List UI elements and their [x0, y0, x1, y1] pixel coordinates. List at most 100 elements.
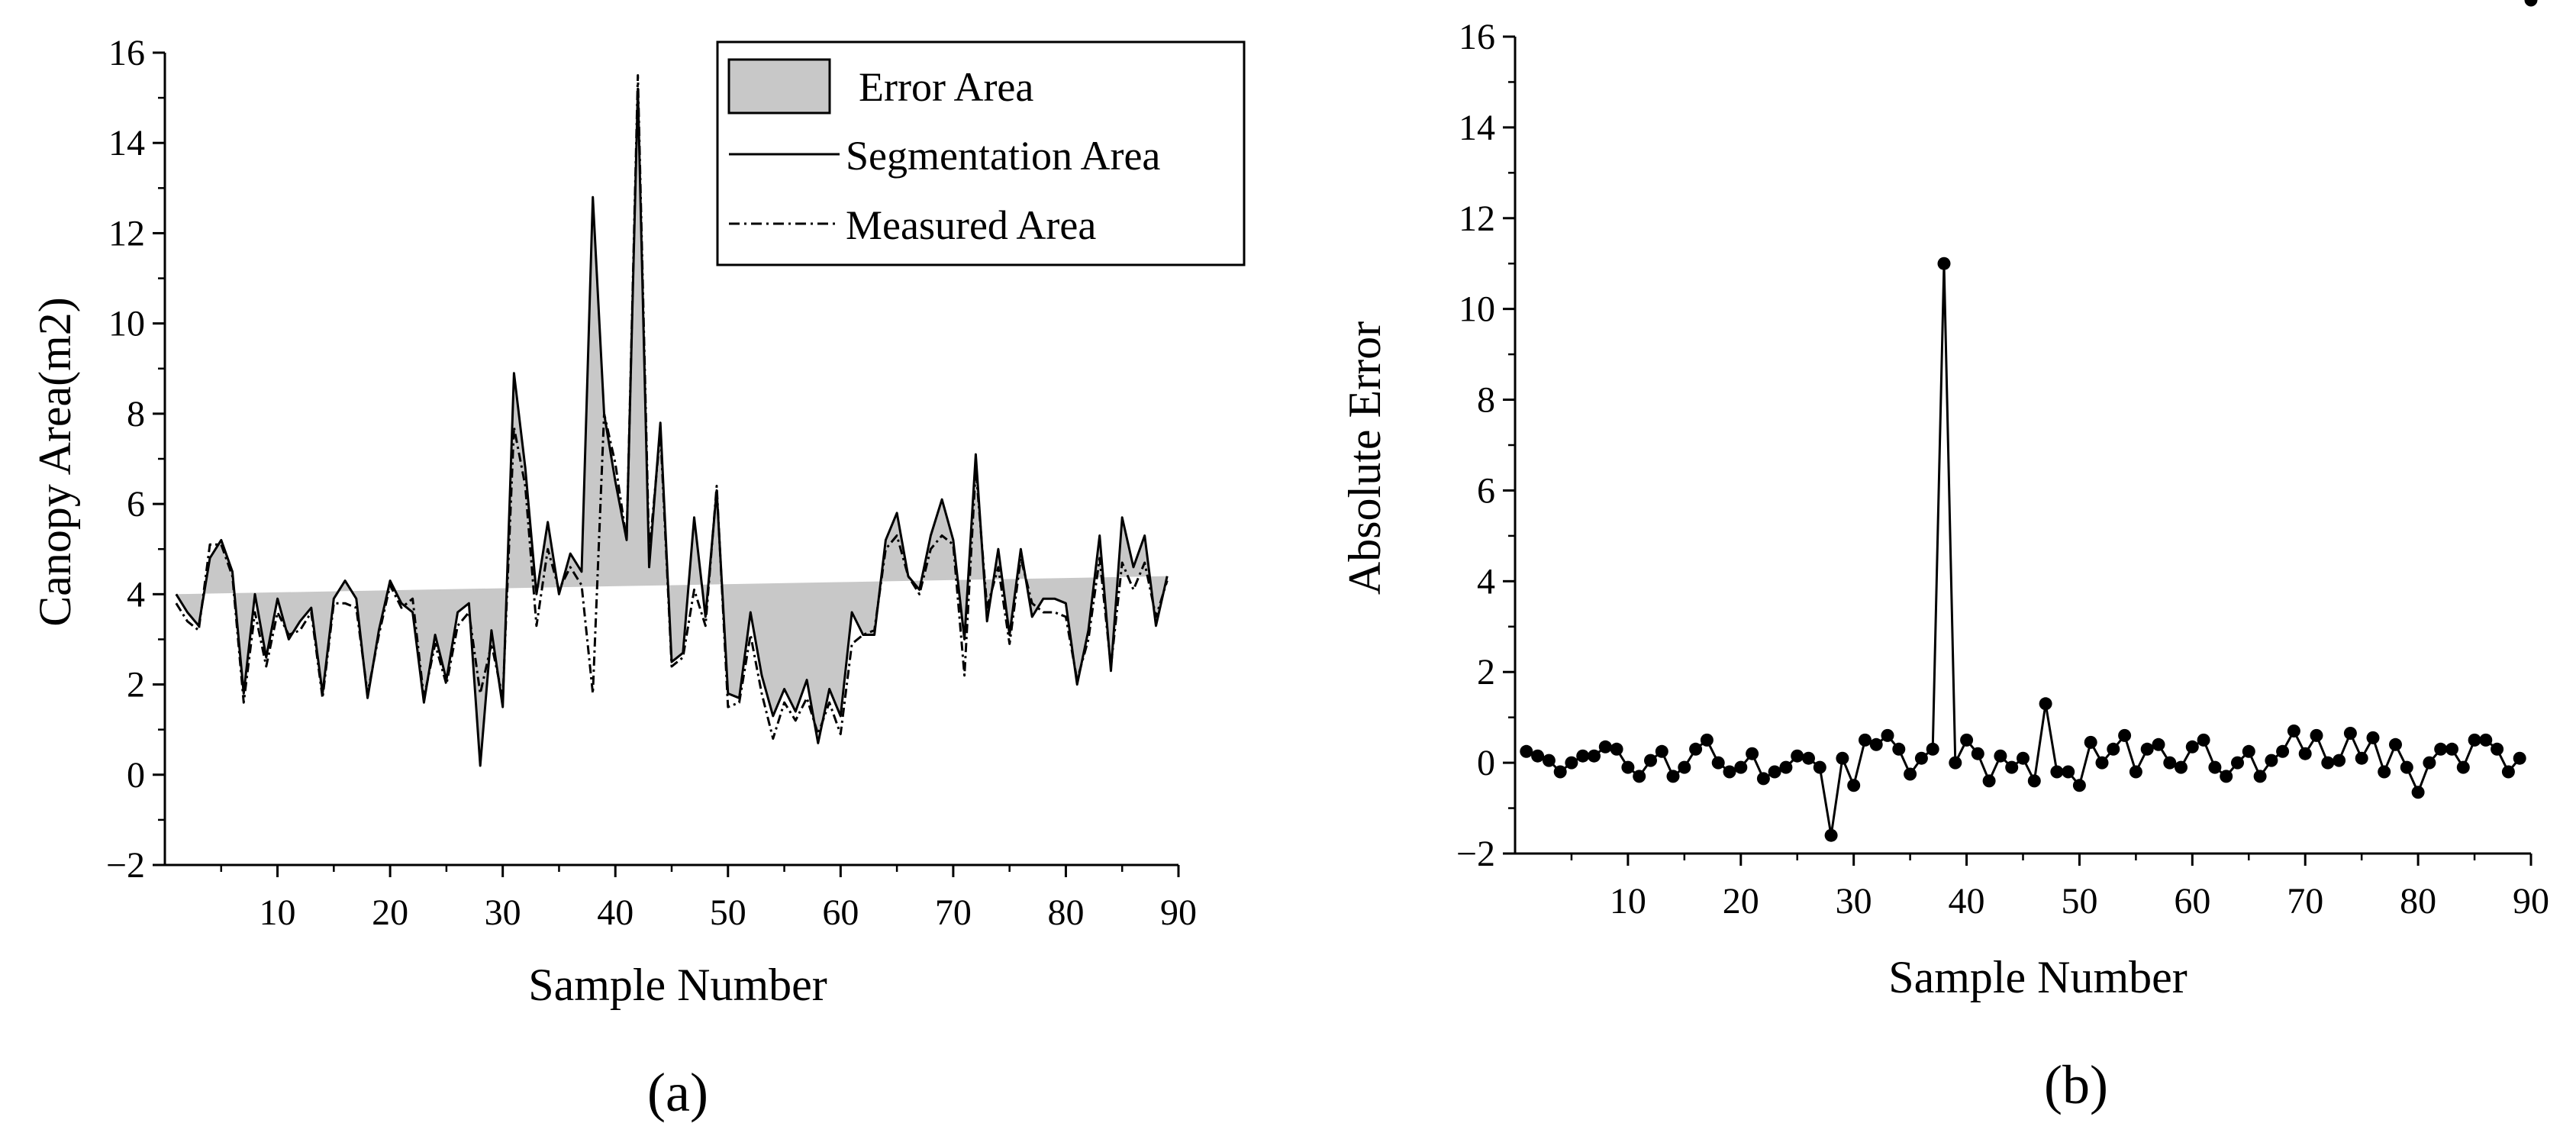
data-point [1666, 770, 1680, 783]
x-tick-label: 80 [2400, 881, 2436, 921]
data-point [1971, 747, 1984, 760]
data-point [2389, 737, 2402, 751]
data-point [2479, 733, 2493, 747]
data-point [2445, 742, 2458, 756]
data-point [2152, 737, 2165, 751]
data-point [1926, 742, 1939, 756]
data-point [2039, 697, 2052, 711]
data-point [1892, 742, 1906, 756]
y-tick-label: 0 [1477, 743, 1495, 783]
x-tick-label: 40 [597, 892, 634, 933]
data-point [2287, 725, 2300, 737]
y-tick-label: 10 [1459, 289, 1495, 330]
error-area [176, 89, 1168, 766]
data-point [2027, 774, 2041, 788]
data-point [1836, 751, 1849, 765]
y-tick-label: −2 [106, 845, 145, 886]
data-point [2253, 770, 2267, 783]
data-point [1598, 740, 1612, 754]
data-point [1621, 760, 1635, 774]
data-point [2175, 760, 2188, 774]
data-point [1734, 760, 1748, 774]
data-point [1746, 747, 1759, 760]
x-tick-label: 10 [260, 892, 296, 933]
x-tick-label: 20 [372, 892, 408, 933]
data-point [1655, 744, 1668, 758]
y-tick-labels: −2 0 2 4 6 8 10 12 14 16 [106, 33, 145, 886]
data-point [2501, 765, 2515, 779]
data-point [2129, 765, 2142, 779]
data-point [1904, 767, 1917, 781]
data-point [2140, 742, 2154, 756]
data-point [2276, 744, 2290, 758]
data-point [1847, 779, 1861, 792]
data-point [2062, 765, 2075, 779]
x-tick-label: 90 [2513, 881, 2549, 921]
data-point [2231, 756, 2244, 770]
y-tick-label: 16 [108, 33, 145, 73]
data-point [1791, 749, 1804, 763]
data-point [2468, 733, 2481, 747]
data-point [1802, 751, 1815, 765]
x-tick-label: 10 [1610, 881, 1646, 921]
data-point [2513, 751, 2526, 765]
data-point [2220, 770, 2233, 783]
x-axis-label: Sample Number [528, 960, 827, 1010]
data-point [1553, 765, 1567, 779]
data-point [1610, 742, 1623, 756]
panel-label-a: (a) [647, 1062, 708, 1123]
data-point [1824, 828, 1838, 842]
data-point [2378, 765, 2391, 779]
data-point [2491, 742, 2504, 756]
data-point-markers [1520, 0, 2538, 842]
x-tick-label: 50 [710, 892, 746, 933]
data-point [2107, 742, 2120, 756]
data-point [2017, 751, 2030, 765]
panel-a-chart: 10 20 30 40 50 60 70 80 90 −2 0 2 4 6 8 10 12 14 16 Sampl… [30, 33, 1246, 1123]
data-point [1937, 257, 1951, 270]
data-point [2434, 742, 2448, 756]
y-tick-label: 14 [1459, 108, 1495, 148]
y-tick-label: 6 [127, 484, 145, 524]
data-point [2005, 760, 2019, 774]
data-point [2163, 756, 2177, 770]
legend: Error Area Segmentation Area Measured Ar… [716, 40, 1246, 266]
data-point [1723, 765, 1736, 779]
y-tick-label: 10 [108, 304, 145, 344]
data-point [2355, 751, 2368, 765]
data-point [1689, 742, 1703, 756]
legend-label-error-area: Error Area [859, 64, 1033, 110]
x-tick-label: 60 [822, 892, 859, 933]
y-tick-label: 12 [1459, 198, 1495, 239]
data-point [2423, 756, 2436, 770]
series-lines [175, 74, 1169, 767]
y-tick-label: 4 [127, 574, 145, 615]
data-point [1982, 774, 1996, 788]
data-point [2185, 740, 2199, 754]
y-axis-label: Canopy Area(m2) [30, 297, 80, 627]
data-point [2095, 756, 2109, 770]
data-point [1520, 744, 1533, 758]
data-point [1644, 754, 1657, 767]
data-point [1576, 749, 1590, 763]
data-point [2310, 728, 2323, 742]
data-point [2456, 760, 2470, 774]
data-point [1949, 756, 1962, 770]
data-point [1588, 749, 1601, 763]
x-tick-label: 30 [485, 892, 521, 933]
data-point [1531, 749, 1545, 763]
data-point [1859, 733, 1872, 747]
axes [153, 51, 1180, 877]
data-point [2118, 728, 2132, 742]
x-tick-label: 90 [1160, 892, 1197, 933]
data-point [2298, 747, 2312, 760]
axes [1503, 35, 2532, 866]
y-tick-label: 16 [1459, 17, 1495, 57]
absolute-error-line [1526, 262, 2521, 837]
data-point [2084, 735, 2097, 749]
x-tick-label: 60 [2174, 881, 2210, 921]
y-tick-label: 4 [1477, 561, 1495, 602]
x-tick-labels: 10 20 30 40 50 60 70 80 90 [1610, 881, 2549, 921]
data-point [1869, 737, 1883, 751]
